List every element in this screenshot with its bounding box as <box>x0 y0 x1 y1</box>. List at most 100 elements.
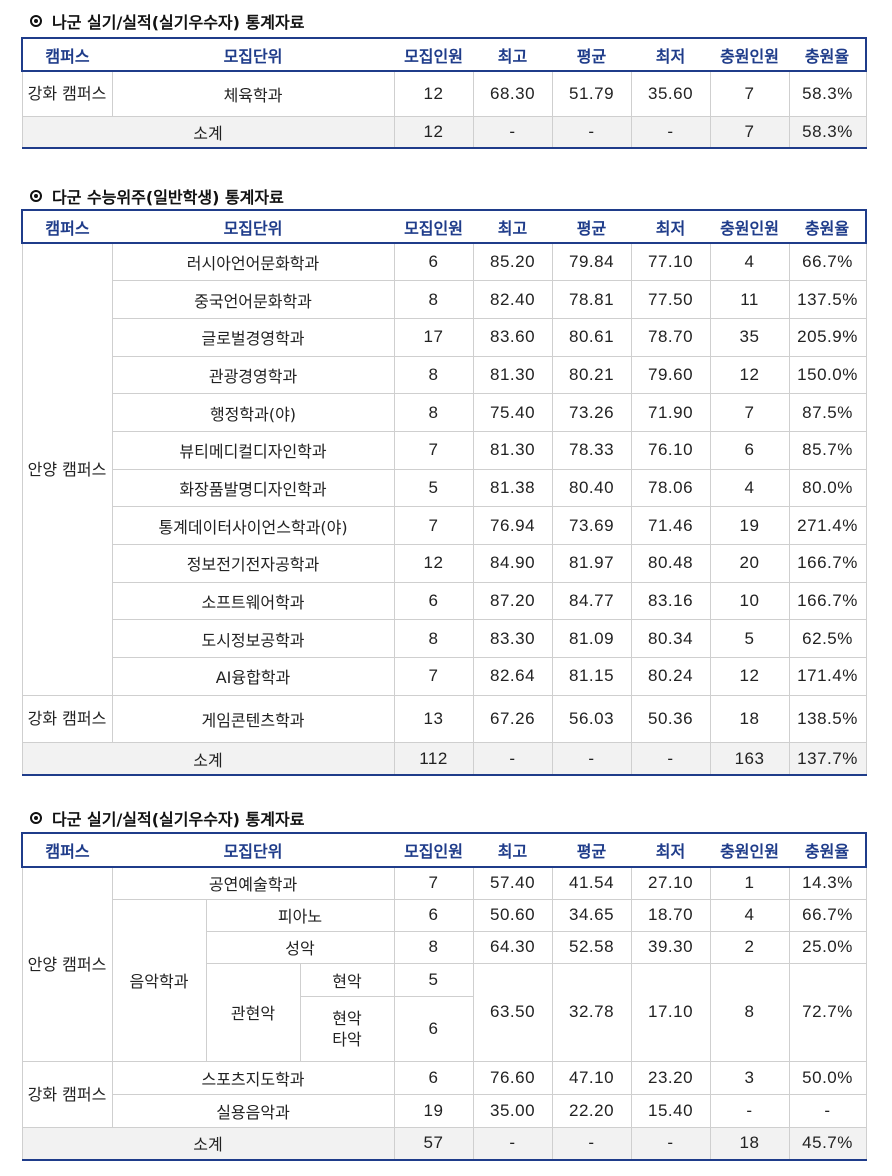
min-cell: 71.46 <box>630 506 711 545</box>
unit-cell: 체육학과 <box>111 70 395 117</box>
rate-cell: 25.0% <box>788 930 867 964</box>
rate-cell: - <box>788 1093 867 1128</box>
min-cell: 18.70 <box>630 898 711 932</box>
rate-cell: 138.5% <box>788 694 867 743</box>
min-cell: - <box>630 1126 711 1161</box>
fill-cell: 8 <box>709 962 790 1062</box>
quota-cell: 5 <box>393 962 474 997</box>
table-row: 뷰티메디컬디자인학과 7 81.30 78.33 76.10 6 85.7% <box>22 430 867 470</box>
section-title-3: 다군 실기/실적(실기우수자) 통계자료 <box>30 806 304 830</box>
table-row: 관광경영학과 8 81.30 80.21 79.60 12 150.0% <box>22 355 867 395</box>
avg-cell: - <box>551 741 632 777</box>
quota-cell: 8 <box>393 930 474 964</box>
rate-cell: 14.3% <box>788 866 867 900</box>
avg-cell: 52.58 <box>551 930 632 964</box>
quota-cell: 8 <box>393 393 474 432</box>
unit-cell: 스포츠지도학과 <box>111 1060 395 1095</box>
avg-cell: 32.78 <box>551 962 632 1062</box>
rate-cell: 171.4% <box>788 657 867 696</box>
header-avg: 평균 <box>552 209 632 244</box>
max-cell: 83.60 <box>472 317 553 357</box>
rate-cell: 45.7% <box>788 1126 867 1161</box>
avg-cell: 80.21 <box>551 355 632 395</box>
min-cell: 78.70 <box>630 317 711 357</box>
fill-cell: 18 <box>709 1126 790 1161</box>
table-row: 관현악 현악 5 63.50 32.78 17.10 8 72.7% <box>22 962 867 1062</box>
rate-cell: 87.5% <box>788 393 867 432</box>
quota-cell: 6 <box>393 581 474 621</box>
rate-cell: 66.7% <box>788 898 867 932</box>
min-cell: 35.60 <box>630 70 711 117</box>
fill-cell: 20 <box>709 544 790 583</box>
header-quota: 모집인원 <box>394 37 474 72</box>
quota-cell: 6 <box>393 898 474 932</box>
fill-cell: 4 <box>709 468 790 508</box>
avg-cell: 22.20 <box>551 1093 632 1128</box>
max-cell: 85.20 <box>472 242 553 282</box>
unit-cell: 러시아언어문화학과 <box>111 242 395 282</box>
min-cell: 77.10 <box>630 242 711 282</box>
subtotal-row: 소계 112 - - - 163 137.7% <box>21 741 867 777</box>
stats-table-1: 캠퍼스 모집단위 모집인원 최고 평균 최저 충원인원 충원율 강화 캠퍼스 체… <box>21 37 867 149</box>
header-campus: 캠퍼스 <box>21 832 112 868</box>
avg-cell: 81.15 <box>551 657 632 696</box>
table-row: 강화 캠퍼스 스포츠지도학과 6 76.60 47.10 23.20 3 50.… <box>21 1060 867 1128</box>
max-cell: 35.00 <box>472 1093 553 1128</box>
rate-cell: 72.7% <box>788 962 867 1062</box>
table-row: 안양 캠퍼스 공연예술학과 7 57.40 41.54 27.10 1 14.3… <box>21 866 867 1062</box>
quota-cell: 57 <box>393 1126 474 1161</box>
max-cell: 81.30 <box>472 355 553 395</box>
header-fill: 충원인원 <box>710 832 790 868</box>
fill-cell: 4 <box>709 242 790 282</box>
header-avg: 평균 <box>552 37 632 72</box>
max-cell: 68.30 <box>472 70 553 117</box>
unit-cell: 통계데이터사이언스학과(야) <box>111 506 395 545</box>
min-cell: 39.30 <box>630 930 711 964</box>
avg-cell: - <box>551 115 632 149</box>
table-row: 성악 8 64.30 52.58 39.30 2 25.0% <box>22 930 867 964</box>
avg-cell: 80.61 <box>551 317 632 357</box>
quota-cell: 7 <box>393 430 474 470</box>
header-min: 최저 <box>631 37 711 72</box>
stats-table-3: 캠퍼스 모집단위 모집인원 최고 평균 최저 충원인원 충원율 안양 캠퍼스 공… <box>21 832 867 1161</box>
bullet-icon <box>30 812 42 824</box>
unit-cell: 뷰티메디컬디자인학과 <box>111 430 395 470</box>
subtotal-row: 소계 12 - - - 7 58.3% <box>21 115 867 149</box>
quota-cell: 12 <box>393 544 474 583</box>
campus-cell: 강화 캠퍼스 <box>21 70 113 117</box>
quota-cell: 7 <box>393 657 474 696</box>
stats-table-2: 캠퍼스 모집단위 모집인원 최고 평균 최저 충원인원 충원율 안양 캠퍼스 러… <box>21 209 867 777</box>
quota-cell: 112 <box>393 741 474 777</box>
table-row: 통계데이터사이언스학과(야) 7 76.94 73.69 71.46 19 27… <box>22 506 867 545</box>
rate-cell: 205.9% <box>788 317 867 357</box>
fill-cell: 4 <box>709 898 790 932</box>
quota-cell: 6 <box>393 995 474 1062</box>
max-cell: 81.30 <box>472 430 553 470</box>
table-row: 실용음악과 19 35.00 22.20 15.40 - - <box>22 1093 867 1128</box>
unit-cell: 도시정보공학과 <box>111 619 395 659</box>
header-rate: 충원율 <box>789 37 867 72</box>
table-row: 음악학과 피아노 6 50.60 34.65 18.70 4 66.7% <box>22 898 867 1062</box>
fill-cell: 6 <box>709 430 790 470</box>
subtotal-label: 소계 <box>21 741 395 777</box>
table-row: 도시정보공학과 8 83.30 81.09 80.34 5 62.5% <box>22 619 867 659</box>
fill-cell: 7 <box>709 115 790 149</box>
min-cell: 83.16 <box>630 581 711 621</box>
avg-cell: - <box>551 1126 632 1161</box>
header-max: 최고 <box>473 209 553 244</box>
fill-cell: 11 <box>709 280 790 319</box>
max-cell: 63.50 <box>472 962 553 1062</box>
rate-cell: 166.7% <box>788 544 867 583</box>
unit-cell: 현악 <box>299 962 395 997</box>
min-cell: 77.50 <box>630 280 711 319</box>
avg-cell: 41.54 <box>551 866 632 900</box>
max-cell: 67.26 <box>472 694 553 743</box>
header-quota: 모집인원 <box>394 832 474 868</box>
rate-cell: 137.5% <box>788 280 867 319</box>
rate-cell: 62.5% <box>788 619 867 659</box>
unit-cell: 관광경영학과 <box>111 355 395 395</box>
max-cell: - <box>472 1126 553 1161</box>
fill-cell: 12 <box>709 657 790 696</box>
rate-cell: 85.7% <box>788 430 867 470</box>
fill-cell: 2 <box>709 930 790 964</box>
